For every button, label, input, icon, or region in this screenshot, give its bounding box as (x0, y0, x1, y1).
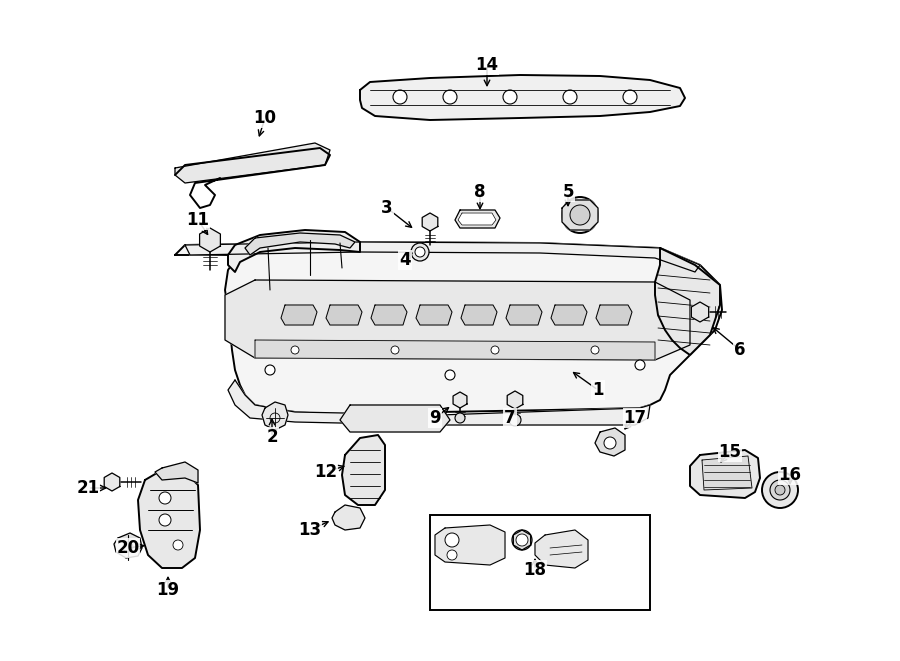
Text: 5: 5 (562, 183, 574, 201)
Polygon shape (228, 380, 650, 425)
Polygon shape (104, 473, 120, 491)
Text: 4: 4 (400, 251, 410, 269)
Polygon shape (535, 530, 588, 568)
Circle shape (512, 530, 532, 550)
Circle shape (503, 90, 517, 104)
Circle shape (563, 90, 577, 104)
Text: 21: 21 (76, 479, 100, 497)
Polygon shape (435, 525, 505, 565)
Circle shape (265, 365, 275, 375)
Polygon shape (371, 305, 407, 325)
Polygon shape (342, 435, 385, 505)
Circle shape (391, 346, 399, 354)
Circle shape (591, 346, 599, 354)
Text: 17: 17 (624, 409, 646, 427)
Text: 9: 9 (429, 409, 441, 427)
Circle shape (516, 534, 528, 546)
Text: 3: 3 (382, 199, 392, 217)
Polygon shape (416, 305, 452, 325)
Polygon shape (138, 470, 200, 568)
Text: 1: 1 (592, 381, 604, 399)
Circle shape (159, 492, 171, 504)
Polygon shape (255, 340, 655, 360)
Polygon shape (461, 305, 497, 325)
Polygon shape (655, 248, 720, 355)
Polygon shape (596, 305, 632, 325)
Circle shape (775, 485, 785, 495)
Polygon shape (175, 143, 330, 183)
Circle shape (604, 437, 616, 449)
Circle shape (770, 480, 790, 500)
Polygon shape (506, 305, 542, 325)
Polygon shape (281, 305, 317, 325)
Text: 8: 8 (474, 183, 486, 201)
Polygon shape (200, 228, 220, 252)
Polygon shape (332, 505, 365, 530)
Text: 19: 19 (157, 581, 180, 599)
Circle shape (623, 90, 637, 104)
Text: 13: 13 (299, 521, 321, 539)
Circle shape (445, 370, 455, 380)
Text: 10: 10 (254, 109, 276, 127)
Circle shape (455, 413, 465, 423)
Circle shape (173, 540, 183, 550)
Circle shape (491, 346, 499, 354)
Text: 20: 20 (116, 539, 140, 557)
Text: 18: 18 (524, 561, 546, 579)
Polygon shape (458, 213, 496, 225)
Circle shape (635, 360, 645, 370)
Polygon shape (262, 402, 288, 430)
Text: 16: 16 (778, 466, 802, 484)
Polygon shape (453, 392, 467, 408)
Polygon shape (595, 428, 625, 456)
Polygon shape (228, 230, 360, 272)
Text: 15: 15 (718, 443, 742, 461)
Text: 2: 2 (266, 428, 278, 446)
Circle shape (291, 346, 299, 354)
Polygon shape (225, 280, 690, 360)
Polygon shape (360, 75, 685, 120)
Circle shape (570, 205, 590, 225)
Polygon shape (326, 305, 362, 325)
Polygon shape (340, 405, 450, 432)
Text: 14: 14 (475, 56, 499, 74)
Polygon shape (508, 391, 523, 409)
Polygon shape (155, 462, 198, 483)
Circle shape (447, 550, 457, 560)
Polygon shape (690, 450, 760, 498)
Text: 6: 6 (734, 341, 746, 359)
Polygon shape (245, 233, 355, 255)
Text: 7: 7 (504, 409, 516, 427)
Polygon shape (455, 210, 500, 228)
Bar (430, 515, 650, 610)
Circle shape (443, 90, 457, 104)
Polygon shape (702, 456, 752, 490)
Polygon shape (185, 242, 700, 272)
Circle shape (562, 197, 598, 233)
Circle shape (159, 514, 171, 526)
Text: 11: 11 (186, 211, 210, 229)
Polygon shape (175, 242, 722, 415)
Circle shape (509, 414, 521, 426)
Circle shape (411, 243, 429, 261)
Polygon shape (114, 533, 142, 558)
Polygon shape (422, 213, 437, 231)
Circle shape (415, 247, 425, 257)
Circle shape (393, 90, 407, 104)
Text: 12: 12 (314, 463, 338, 481)
Polygon shape (691, 302, 708, 322)
Polygon shape (562, 200, 598, 230)
Circle shape (762, 472, 798, 508)
Circle shape (445, 533, 459, 547)
Polygon shape (551, 305, 587, 325)
